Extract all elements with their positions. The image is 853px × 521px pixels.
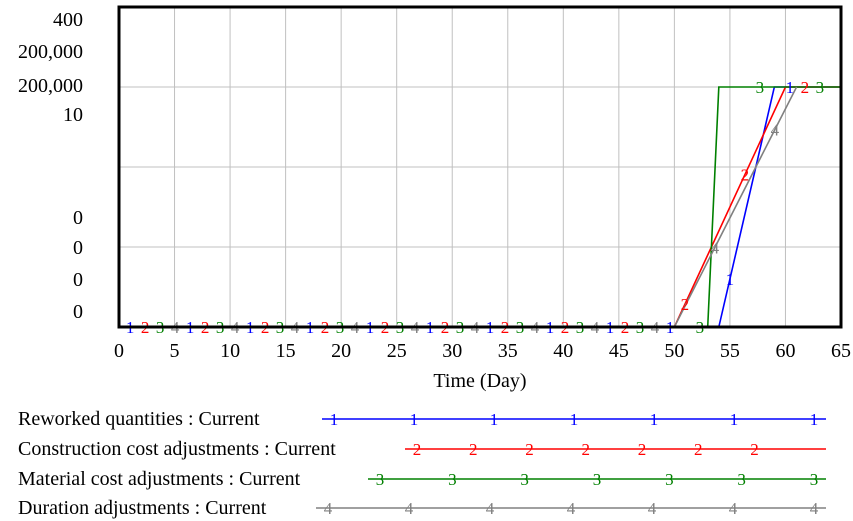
y-tick-label: 0 (73, 301, 83, 323)
x-tick-label: 50 (664, 340, 684, 362)
plot-frame (117, 5, 843, 329)
legend-marker-2: 2 (750, 440, 759, 459)
y-axis-ticks: 400 200,000 200,000 10 0 0 0 0 (18, 9, 83, 323)
y-tick-label: 200,000 (18, 41, 83, 63)
y-tick-label: 400 (53, 9, 83, 31)
legend-marker-4: 4 (810, 499, 819, 518)
series-marker-4: 4 (771, 121, 780, 140)
legend-marker-3: 3 (737, 470, 746, 489)
legend-marker-3: 3 (593, 470, 602, 489)
legend-marker-4: 4 (729, 499, 738, 518)
legend-marker-3: 3 (810, 470, 819, 489)
grid-lines (119, 7, 841, 327)
legend-marker-4: 4 (567, 499, 576, 518)
y-tick-label: 200,000 (18, 75, 83, 97)
x-tick-label: 10 (220, 340, 240, 362)
legend-marker-1: 1 (730, 410, 739, 429)
legend: Reworked quantities : Current 1 1 1 1 1 1 1 Cons… (18, 408, 826, 519)
series-marker-3: 3 (756, 78, 765, 97)
legend-label-4: Duration adjustments : Current (18, 497, 267, 519)
series-marker-2: 2 (801, 78, 810, 97)
x-axis-label: Time (Day) (433, 370, 526, 392)
x-tick-label: 30 (442, 340, 462, 362)
legend-marker-4: 4 (486, 499, 495, 518)
x-tick-label: 60 (775, 340, 795, 362)
x-tick-label: 20 (331, 340, 351, 362)
series-marker-3: 3 (816, 78, 825, 97)
x-tick-label: 40 (553, 340, 573, 362)
x-tick-label: 0 (114, 340, 124, 362)
legend-marker-3: 3 (665, 470, 674, 489)
x-axis-ticks: 0 5 10 15 20 25 30 35 40 45 50 55 60 65 (114, 340, 851, 362)
series-marker-2: 2 (681, 295, 690, 314)
legend-marker-3: 3 (520, 470, 529, 489)
legend-label-2: Construction cost adjustments : Current (18, 438, 336, 460)
legend-marker-1: 1 (650, 410, 659, 429)
legend-marker-2: 2 (581, 440, 590, 459)
x-tick-label: 55 (720, 340, 740, 362)
legend-marker-3: 3 (376, 470, 385, 489)
legend-marker-1: 1 (330, 410, 339, 429)
legend-marker-1: 1 (570, 410, 579, 429)
y-tick-label: 0 (73, 269, 83, 291)
y-tick-label: 0 (73, 237, 83, 259)
legend-marker-2: 2 (525, 440, 534, 459)
y-tick-label: 0 (73, 207, 83, 229)
legend-marker-1: 1 (410, 410, 419, 429)
legend-marker-4: 4 (648, 499, 657, 518)
legend-marker-3: 3 (448, 470, 457, 489)
series-marker-4: 4 (711, 238, 720, 257)
y-tick-label: 10 (63, 104, 83, 126)
legend-label-3: Material cost adjustments : Current (18, 468, 301, 490)
legend-marker-2: 2 (638, 440, 647, 459)
legend-marker-2: 2 (469, 440, 478, 459)
legend-label-1: Reworked quantities : Current (18, 408, 260, 430)
legend-marker-4: 4 (405, 499, 414, 518)
legend-marker-2: 2 (413, 440, 422, 459)
x-tick-label: 65 (831, 340, 851, 362)
x-tick-label: 35 (498, 340, 518, 362)
x-tick-label: 45 (609, 340, 629, 362)
series-marker-1: 1 (726, 270, 735, 289)
legend-marker-4: 4 (324, 499, 333, 518)
legend-marker-1: 1 (490, 410, 499, 429)
series-marker-1: 1 (786, 78, 795, 97)
legend-marker-2: 2 (694, 440, 703, 459)
x-tick-label: 25 (387, 340, 407, 362)
x-tick-label: 5 (170, 340, 180, 362)
series-marker-2: 2 (741, 166, 750, 185)
x-tick-label: 15 (276, 340, 296, 362)
legend-marker-1: 1 (810, 410, 819, 429)
